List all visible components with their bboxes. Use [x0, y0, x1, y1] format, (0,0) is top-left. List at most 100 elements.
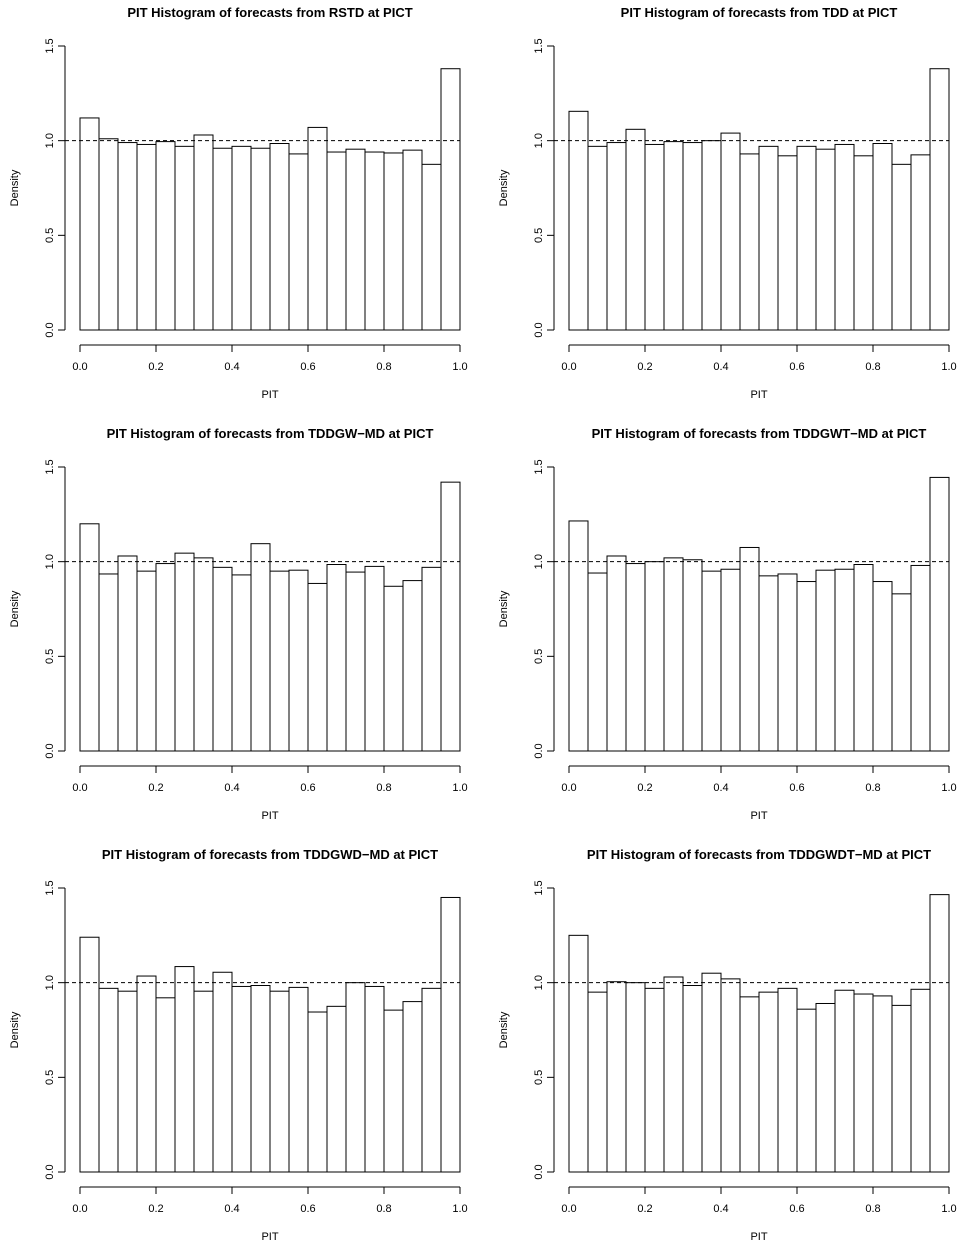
- histogram-bar: [929, 68, 950, 331]
- histogram-bar: [587, 572, 608, 752]
- y-tick-label: 0.0: [533, 743, 545, 758]
- histogram-panel-2: PIT Histogram of forecasts from TDD at P…: [498, 5, 957, 401]
- histogram-bar: [834, 989, 855, 1173]
- x-tick-label: 1.0: [452, 361, 467, 373]
- histogram-bar: [440, 896, 461, 1173]
- histogram-bar: [910, 988, 931, 1173]
- x-tick-label: 0.2: [637, 782, 652, 794]
- chart-title: PIT Histogram of forecasts from TDDGW−MD…: [107, 426, 434, 441]
- histogram-bar: [644, 143, 665, 331]
- histogram-bar: [815, 1002, 836, 1173]
- x-tick-label: 1.0: [941, 361, 956, 373]
- x-tick-label: 0.0: [561, 782, 576, 794]
- x-tick-label: 0.6: [300, 361, 315, 373]
- histogram-bar: [117, 555, 138, 752]
- x-axis-label: PIT: [261, 810, 278, 822]
- x-tick-label: 0.4: [224, 361, 239, 373]
- histogram-bar: [682, 559, 703, 752]
- histogram-bar: [383, 1009, 404, 1173]
- y-tick-label: 0.5: [44, 649, 56, 664]
- histogram-bar: [701, 140, 722, 331]
- x-axis-label: PIT: [261, 389, 278, 401]
- histogram-bar: [79, 523, 100, 752]
- x-tick-label: 0.8: [865, 782, 880, 794]
- y-tick-label: 0.0: [44, 322, 56, 337]
- histogram-bar: [440, 481, 461, 752]
- y-tick-label: 1.0: [44, 975, 56, 990]
- histogram-bar: [663, 557, 684, 752]
- histogram-bar: [440, 68, 461, 331]
- y-axis-label: Density: [9, 1011, 21, 1048]
- y-tick-label: 0.5: [44, 228, 56, 243]
- histogram-bar: [79, 117, 100, 331]
- histogram-bar: [796, 581, 817, 752]
- histogram-bar: [117, 990, 138, 1173]
- x-tick-label: 0.4: [224, 782, 239, 794]
- x-axis-label: PIT: [750, 810, 767, 822]
- histogram-bar: [815, 148, 836, 331]
- histogram-bar: [136, 570, 157, 752]
- histogram-bar: [853, 564, 874, 752]
- histogram-bar: [383, 585, 404, 752]
- y-tick-label: 1.0: [44, 554, 56, 569]
- histogram-bar: [155, 563, 176, 752]
- histogram-bar: [402, 149, 423, 331]
- histogram-bar: [625, 563, 646, 752]
- histogram-bar: [739, 546, 760, 752]
- histogram-bar: [250, 985, 271, 1173]
- histogram-bar: [174, 552, 195, 752]
- histogram-bar: [796, 1008, 817, 1173]
- histogram-bar: [288, 986, 309, 1173]
- chart-title: PIT Histogram of forecasts from RSTD at …: [127, 5, 412, 20]
- histogram-bar: [155, 997, 176, 1173]
- histogram-bar: [383, 152, 404, 331]
- histogram-bar: [720, 568, 741, 752]
- histogram-bar: [625, 128, 646, 331]
- x-tick-label: 0.4: [713, 782, 728, 794]
- x-tick-label: 0.8: [376, 1203, 391, 1215]
- histogram-bar: [663, 976, 684, 1173]
- x-tick-label: 0.6: [300, 1203, 315, 1215]
- x-tick-label: 0.0: [561, 1203, 576, 1215]
- x-tick-label: 0.0: [72, 1203, 87, 1215]
- chart-title: PIT Histogram of forecasts from TDD at P…: [621, 5, 898, 20]
- y-axis-label: Density: [498, 169, 510, 206]
- x-tick-label: 0.6: [789, 361, 804, 373]
- x-axis-label: PIT: [750, 389, 767, 401]
- x-tick-label: 0.4: [713, 1203, 728, 1215]
- histogram-bar: [326, 151, 347, 331]
- histogram-bar: [231, 145, 252, 331]
- histogram-bar: [758, 991, 779, 1173]
- y-tick-label: 0.5: [533, 649, 545, 664]
- x-tick-label: 0.2: [148, 1203, 163, 1215]
- histogram-bar: [174, 145, 195, 331]
- histogram-bar: [720, 978, 741, 1173]
- histogram-panel-3: PIT Histogram of forecasts from TDDGW−MD…: [9, 426, 468, 822]
- histogram-bar: [421, 987, 442, 1173]
- y-axis-label: Density: [9, 169, 21, 206]
- histogram-bar: [891, 163, 912, 331]
- histogram-bar: [136, 975, 157, 1173]
- y-tick-label: 0.5: [533, 228, 545, 243]
- chart-title: PIT Histogram of forecasts from TDDGWT−M…: [592, 426, 927, 441]
- histogram-bar: [174, 966, 195, 1173]
- histogram-bar: [212, 971, 233, 1173]
- histogram-bar: [853, 155, 874, 331]
- histogram-bar: [193, 990, 214, 1173]
- x-tick-label: 0.2: [148, 361, 163, 373]
- histogram-bar: [625, 982, 646, 1173]
- x-tick-label: 0.8: [376, 782, 391, 794]
- histogram-bar: [796, 145, 817, 331]
- histogram-bar: [136, 143, 157, 331]
- y-tick-label: 1.5: [533, 38, 545, 53]
- histogram-bar: [155, 141, 176, 331]
- histogram-bar: [644, 561, 665, 752]
- x-tick-label: 0.4: [713, 361, 728, 373]
- x-tick-label: 0.2: [637, 361, 652, 373]
- histogram-bar: [663, 141, 684, 331]
- y-tick-label: 0.0: [533, 1164, 545, 1179]
- histogram-bar: [701, 972, 722, 1173]
- histogram-bar: [402, 1001, 423, 1173]
- histogram-bar: [307, 126, 328, 331]
- histogram-bar: [720, 132, 741, 331]
